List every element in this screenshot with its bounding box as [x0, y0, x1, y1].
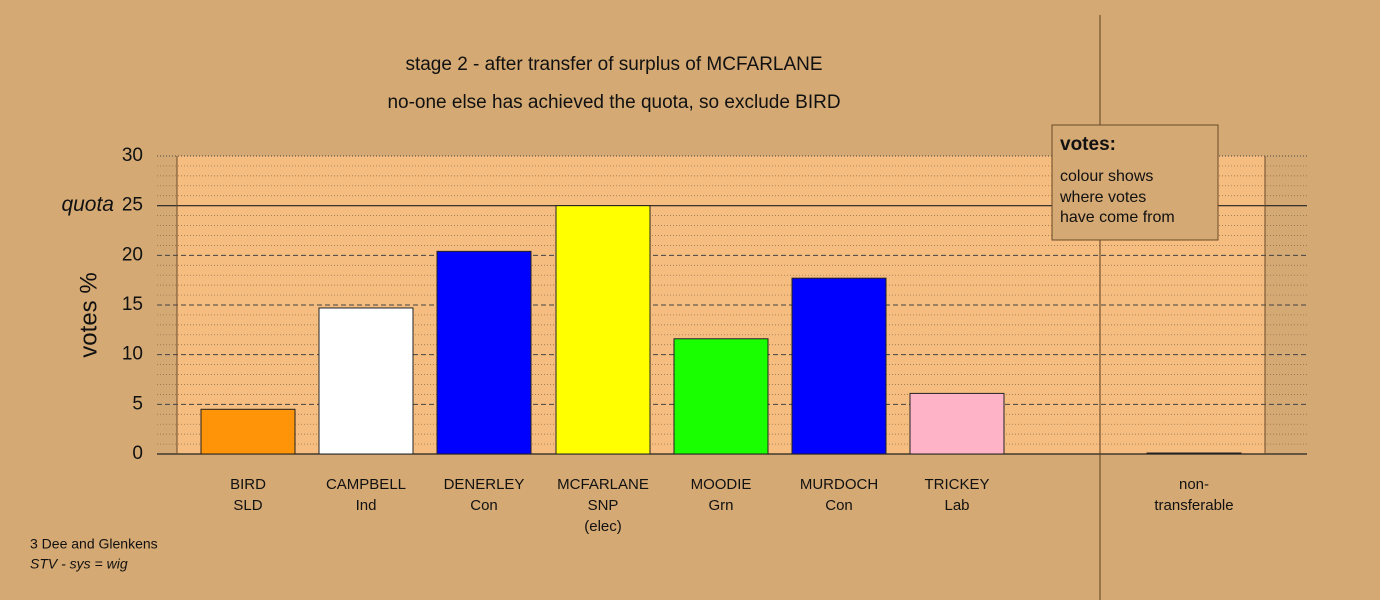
x-tick-label: CAMPBELL — [326, 476, 406, 493]
bar — [555, 205, 651, 455]
y-tick-label: 5 — [132, 393, 143, 414]
x-tick-label: MURDOCH — [800, 476, 878, 493]
bar — [673, 338, 769, 455]
x-tick-label: MCFARLANE — [557, 476, 649, 493]
legend-text: have come from — [1060, 209, 1175, 226]
y-tick-label: 10 — [122, 344, 143, 365]
x-tick-label: non- — [1179, 476, 1209, 493]
x-tick-label: Grn — [708, 497, 733, 514]
bars: BIRD SLD CAMPBELL Ind DENERLEY Con MCFARLANE SN… — [200, 205, 1242, 535]
legend-text: colour shows — [1060, 168, 1153, 185]
legend-box — [1051, 124, 1219, 241]
x-tick-label: Con — [470, 497, 498, 514]
chart-title: stage 2 - after transfer of surplus of M… — [405, 54, 822, 75]
x-tick-label: Lab — [944, 497, 969, 514]
footer: STV - sys = wig — [30, 556, 128, 572]
bar — [200, 408, 296, 455]
legend-title: votes: — [1060, 134, 1116, 155]
x-tick-label: (elec) — [584, 518, 622, 535]
y-axis-label: votes % — [75, 272, 102, 357]
x-tick-label: MOODIE — [691, 476, 752, 493]
x-tick-label: SLD — [233, 497, 262, 514]
bar — [909, 392, 1005, 455]
x-tick-label: TRICKEY — [924, 476, 989, 493]
x-tick-label: SNP — [588, 497, 619, 514]
x-tick-label: Ind — [356, 497, 377, 514]
bar — [791, 277, 887, 455]
y-tick-label: 25 — [122, 195, 143, 216]
x-tick-label: DENERLEY — [444, 476, 525, 493]
chart-subtitle: no-one else has achieved the quota, so e… — [387, 92, 840, 113]
y-tick-label: 0 — [132, 443, 143, 464]
x-tick-label: transferable — [1154, 497, 1233, 514]
y-tick-label: 15 — [122, 294, 143, 315]
x-tick-label: Con — [825, 497, 853, 514]
y-tick-label: 20 — [122, 244, 143, 265]
y-tick-label: 30 — [122, 145, 143, 166]
x-tick-label: BIRD — [230, 476, 266, 493]
footer: 3 Dee and Glenkens — [30, 536, 158, 552]
bar — [436, 250, 532, 455]
legend-text: where votes — [1059, 189, 1146, 206]
quota-label: quota — [61, 193, 114, 216]
bar — [318, 307, 414, 455]
bar — [1146, 452, 1242, 455]
